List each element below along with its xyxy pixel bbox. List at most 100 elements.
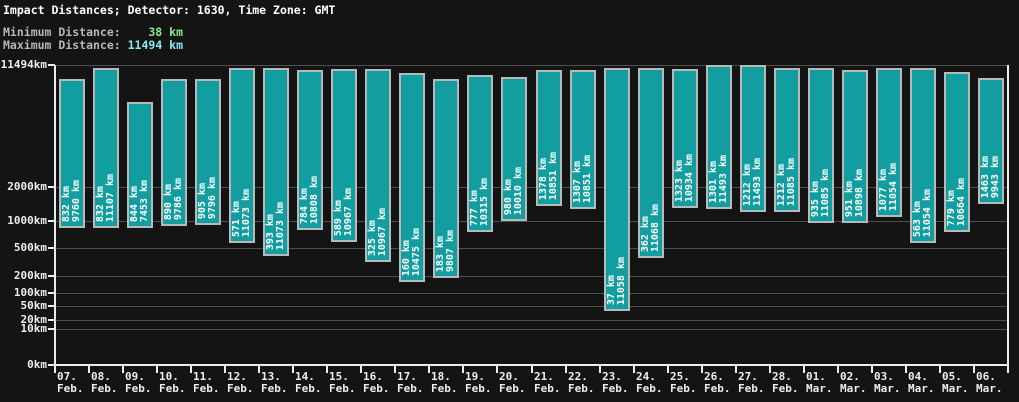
x-tick-month: Feb.	[261, 382, 288, 395]
minimum-distance-label: Minimum Distance:	[3, 25, 121, 39]
y-axis-tick	[48, 292, 55, 294]
bar-max-value: 10010 km	[513, 166, 524, 215]
x-tick-month: Feb.	[465, 382, 492, 395]
x-tick-day: 04.	[908, 370, 928, 383]
bar-range-label: 844 km 7453 km	[129, 180, 150, 222]
x-axis-tick	[1007, 366, 1009, 373]
bar: 571 km 11073 km	[229, 68, 255, 243]
bar: 1463 km 9943 km	[978, 78, 1004, 204]
x-axis-tick	[224, 366, 226, 373]
x-tick-label: 01. Mar.	[806, 371, 838, 395]
bar-max-value: 11068 km	[650, 203, 661, 252]
bar-range-label: 890 km 9786 km	[163, 177, 184, 220]
bar: 325 km 10967 km	[365, 69, 391, 262]
bar-range-label: 183 km 9807 km	[435, 229, 456, 272]
bar-range-label: 784 km 10808 km	[299, 175, 320, 224]
x-axis-tick	[973, 366, 975, 373]
x-tick-label: 10. Feb.	[159, 371, 191, 395]
bar: 784 km 10808 km	[297, 70, 323, 230]
x-tick-month: Feb.	[159, 382, 186, 395]
bar: 1212 km 11493 km	[740, 65, 766, 212]
x-tick-month: Mar.	[942, 382, 969, 395]
x-tick-label: 14. Feb.	[295, 371, 327, 395]
bar-range-label: 362 km 11068 km	[640, 203, 661, 252]
bar-range-label: 832 km 11107 km	[95, 173, 116, 222]
x-tick-day: 24.	[636, 370, 656, 383]
bar: 589 km 10967 km	[331, 69, 357, 242]
bar-range-label: 779 km 10664 km	[946, 178, 967, 226]
bar: 777 km 10315 km	[467, 75, 493, 232]
bar-max-value: 11107 km	[105, 173, 116, 222]
x-tick-day: 02.	[840, 370, 860, 383]
bar-max-value: 10315 km	[479, 177, 490, 226]
x-axis-tick	[701, 366, 703, 373]
x-tick-day: 28.	[772, 370, 792, 383]
bar-max-value: 11085 km	[786, 157, 797, 206]
x-axis-tick	[599, 366, 601, 373]
bar-range-label: 563 km 11054 km	[912, 189, 933, 237]
bar-max-value: 9807 km	[445, 229, 456, 272]
x-axis-tick	[428, 366, 430, 373]
x-axis-tick	[769, 366, 771, 373]
x-tick-label: 13. Feb.	[261, 371, 293, 395]
x-tick-day: 16.	[363, 370, 383, 383]
bar-range-label: 1463 km 9943 km	[980, 155, 1001, 198]
right-border-line	[1007, 65, 1009, 373]
x-axis-tick	[531, 366, 533, 373]
x-tick-day: 23.	[602, 370, 622, 383]
gridline	[55, 329, 1008, 330]
bar-max-value: 11493 km	[718, 154, 729, 203]
bar: 160 km 10475 km	[399, 73, 425, 282]
bar-range-label: 1212 km 11085 km	[776, 157, 797, 206]
bar-max-value: 9796 km	[207, 176, 218, 219]
bar-range-label: 1378 km 10851 km	[538, 152, 559, 200]
x-axis-tick	[88, 366, 90, 373]
bar-max-value: 11058 km	[616, 256, 627, 305]
y-tick-label: 2000km	[7, 180, 47, 193]
x-tick-month: Feb.	[363, 382, 390, 395]
x-tick-label: 18. Feb.	[431, 371, 463, 395]
bar-max-value: 10934 km	[684, 153, 695, 202]
bar: 890 km 9786 km	[161, 79, 187, 226]
bar-range-label: 832 km 9760 km	[61, 180, 82, 222]
bar-max-value: 11493 km	[752, 157, 763, 206]
x-tick-month: Feb.	[568, 382, 595, 395]
y-axis-tick	[48, 64, 55, 66]
x-tick-month: Feb.	[295, 382, 322, 395]
bar-range-label: 935 km 11085 km	[810, 169, 831, 217]
y-axis-tick	[48, 364, 55, 366]
x-axis-tick	[292, 366, 294, 373]
y-tick-label: 500km	[13, 241, 47, 254]
x-axis-tick	[462, 366, 464, 373]
gridline	[55, 65, 1008, 66]
x-tick-label: 08. Feb.	[91, 371, 123, 395]
minimum-distance-value: 38 km	[148, 25, 183, 39]
y-tick-label: 100km	[13, 286, 47, 299]
y-axis-tick	[48, 220, 55, 222]
x-tick-day: 22.	[568, 370, 588, 383]
bar-max-value: 10808 km	[309, 175, 320, 224]
x-tick-label: 04. Mar.	[908, 371, 940, 395]
x-tick-month: Feb.	[499, 382, 526, 395]
bar-range-label: 1077 km 11054 km	[878, 163, 899, 211]
bar-max-value: 10967 km	[377, 207, 388, 256]
bar-max-value: 9786 km	[173, 177, 184, 220]
x-tick-label: 02. Mar.	[840, 371, 872, 395]
x-tick-label: 12. Feb.	[227, 371, 259, 395]
bar-max-value: 9943 km	[990, 155, 1001, 198]
bar: 393 km 11073 km	[263, 68, 289, 256]
y-tick-label: 1000km	[7, 214, 47, 227]
bar-range-label: 1212 km 11493 km	[742, 157, 763, 206]
x-axis-tick	[326, 366, 328, 373]
x-axis-tick	[54, 366, 56, 373]
gridline	[55, 293, 1008, 294]
x-tick-month: Feb.	[91, 382, 118, 395]
x-tick-day: 07.	[57, 370, 77, 383]
bar: 951 km 10898 km	[842, 70, 868, 223]
x-tick-day: 19.	[465, 370, 485, 383]
bar-max-value: 10475 km	[411, 227, 422, 276]
x-tick-day: 06.	[976, 370, 996, 383]
bar-range-label: 905 km 9796 km	[197, 176, 218, 219]
x-tick-day: 20.	[499, 370, 519, 383]
y-axis-tick	[48, 319, 55, 321]
